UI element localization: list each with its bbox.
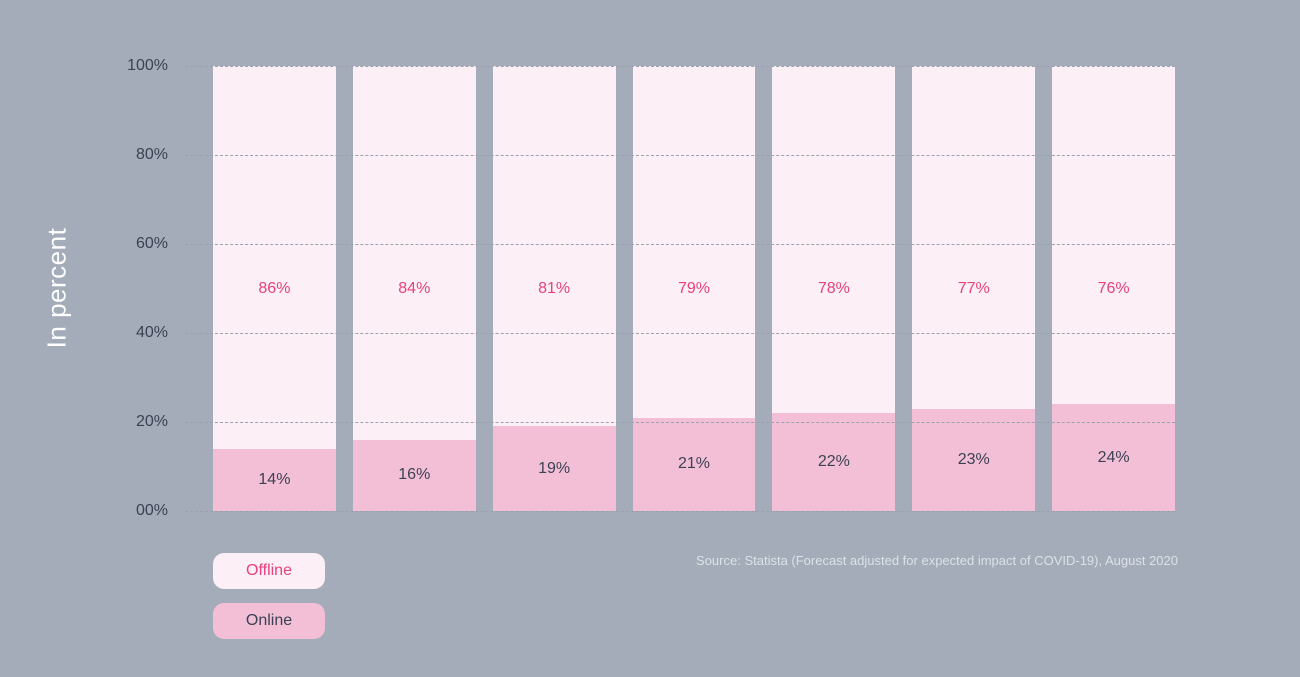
legend-label-online: Online [245, 612, 293, 629]
bar-group-7: 24% 76% [1052, 66, 1176, 511]
y-tick-20: 20% [135, 413, 168, 430]
online-value-label: 14% [258, 470, 291, 488]
online-value-label: 24% [1097, 448, 1130, 466]
legend: Offline Online [213, 553, 325, 653]
online-value-label: 16% [398, 466, 431, 484]
online-segment: 14% [213, 448, 336, 511]
offline-value-label: 77% [957, 279, 990, 297]
offline-value-label: 76% [1097, 279, 1130, 297]
plot-area: 14% 86% 16% 84% 19% 81% 21% 79% 22% 78% 23% 77% 24% 7… [185, 66, 1176, 512]
y-tick-60: 60% [135, 235, 168, 252]
offline-value-label: 84% [398, 279, 431, 297]
offline-segment [1052, 66, 1176, 405]
legend-label-offline: Offline [246, 562, 292, 579]
bars-container: 14% 86% 16% 84% 19% 81% 21% 79% 22% 78% 23% 77% 24% 7… [213, 66, 1176, 511]
offline-segment [912, 66, 1036, 409]
offline-value-label: 86% [258, 279, 291, 297]
source-note: Source: Statista (Forecast adjusted for … [696, 553, 1178, 568]
offline-value-label: 81% [538, 279, 571, 297]
offline-segment [772, 66, 896, 414]
online-value-label: 22% [817, 453, 850, 471]
offline-segment [213, 66, 336, 449]
y-tick-100: 100% [127, 57, 168, 74]
offline-value-label: 78% [817, 279, 850, 297]
offline-segment [632, 66, 756, 418]
offline-segment [492, 66, 616, 427]
y-tick-40: 40% [135, 324, 168, 341]
online-segment: 21% [632, 417, 756, 511]
legend-item-online: Online [213, 603, 325, 639]
y-tick-80: 80% [135, 146, 168, 163]
bar-group-2: 16% 84% [352, 66, 476, 511]
gridline-0 [185, 511, 1175, 512]
bar-group-5: 22% 78% [772, 66, 896, 511]
bar-group-1: 14% 86% [213, 66, 336, 511]
offline-segment [352, 66, 476, 440]
online-segment: 19% [492, 426, 616, 511]
online-value-label: 19% [538, 459, 571, 477]
online-segment: 24% [1052, 404, 1176, 511]
online-value-label: 21% [677, 455, 711, 473]
bar-group-6: 23% 77% [912, 66, 1036, 511]
online-segment: 22% [772, 413, 896, 511]
y-tick-0: 00% [135, 502, 168, 519]
online-value-label: 23% [957, 450, 990, 468]
bar-group-3: 19% 81% [492, 66, 616, 511]
offline-value-label: 79% [677, 279, 711, 297]
bar-group-4: 21% 79% [632, 66, 756, 511]
y-axis: 100% 80% 60% 40% 20% 00% [0, 57, 168, 519]
legend-item-offline: Offline [213, 553, 325, 589]
online-segment: 16% [352, 439, 476, 511]
online-segment: 23% [912, 408, 1036, 511]
